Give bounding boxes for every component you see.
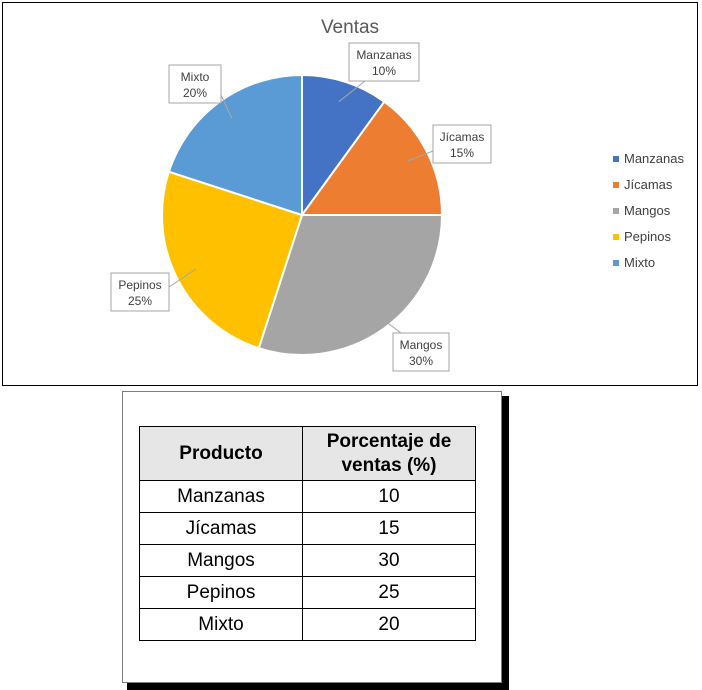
table-header-row: Producto Porcentaje de ventas (%) [139,426,476,481]
table-row: Jícamas 15 [139,512,476,545]
sales-table: Producto Porcentaje de ventas (%) Manzan… [139,426,476,641]
data-label-category: Pepinos [118,278,161,292]
cell-percent: 10 [302,480,476,513]
pie-chart: Ventas Manzanas 10% Jícamas 15% Mangos 30% Pep… [110,17,684,372]
data-label-leader [220,94,233,119]
data-label-category: Mixto [181,70,210,84]
pie-slice-mangos [257,214,444,356]
cell-percent: 20 [302,608,476,641]
cell-product: Mangos [139,544,303,577]
table-row: Mangos 30 [139,544,476,577]
cell-percent: 15 [302,512,476,545]
table-row: Pepinos 25 [139,576,476,609]
data-label-leader [407,150,434,162]
data-label-percent: 10% [372,64,396,78]
cell-product: Pepinos [139,576,303,609]
table-row: Manzanas 10 [139,480,476,513]
data-label-leader [371,310,402,334]
data-label-percent: 20% [183,86,207,100]
legend-swatch [613,182,619,188]
pie-slice-pepinos [161,170,304,350]
legend-label: Jícamas [624,177,673,192]
legend-label: Mixto [624,255,655,270]
legend-label: Manzanas [624,151,684,166]
chart-title: Ventas [321,17,379,38]
header-porcentaje-line1: Porcentaje de [326,430,452,452]
data-label-category: Manzanas [356,48,411,62]
data-label-box [348,42,420,82]
header-porcentaje-line2: ventas (%) [341,454,437,476]
legend-swatch [613,234,619,240]
data-label-box [432,124,492,164]
data-label-category: Jícamas [440,130,485,144]
data-label-category: Mangos [400,338,443,352]
data-label-leader [168,268,197,288]
legend-label: Pepinos [624,229,671,244]
legend-swatch [613,208,619,214]
header-porcentaje: Porcentaje de ventas (%) [302,426,476,481]
data-labels: Manzanas 10% Jícamas 15% Mangos 30% Pepinos 25%… [110,42,492,372]
pie-slice-manzanas [301,73,386,219]
header-producto: Producto [139,426,303,481]
pie-chart-panel: Ventas Manzanas 10% Jícamas 15% Mangos 30% Pep… [2,2,698,386]
legend-swatch [613,260,619,266]
data-label-percent: 25% [128,294,152,308]
pie-slices [161,73,444,356]
cell-product: Manzanas [139,480,303,513]
table-row: Mixto 20 [139,608,476,641]
cell-product: Mixto [139,608,303,641]
cell-product: Jícamas [139,512,303,545]
data-label-box [168,64,222,104]
cell-percent: 30 [302,544,476,577]
data-label-leader [338,80,366,103]
data-label-box [392,332,450,372]
data-table-card: Producto Porcentaje de ventas (%) Manzan… [122,391,502,683]
legend-swatch [613,156,619,162]
chart-legend: Manzanas Jícamas Mangos Pepinos Mixto [613,151,684,270]
cell-percent: 25 [302,576,476,609]
data-label-percent: 15% [450,146,474,160]
legend-label: Mangos [624,203,671,218]
data-label-percent: 30% [409,354,433,368]
data-label-box [110,272,170,312]
pie-slice-jícamas [300,100,444,216]
